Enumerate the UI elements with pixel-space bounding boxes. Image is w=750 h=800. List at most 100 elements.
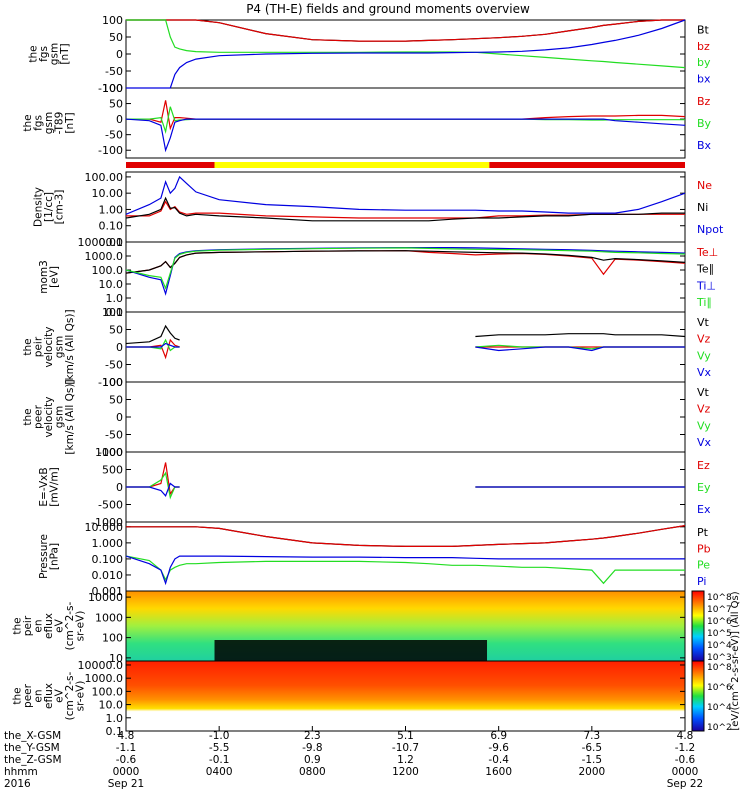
ytick-label-density: 100.00 <box>85 171 124 184</box>
ylabel-fgs-dgsm: fgs <box>33 115 45 131</box>
series-fgs-dgsm-Bx <box>125 118 686 153</box>
ylabel-peer-spec: eflux <box>43 683 55 709</box>
ylabel-fgs-gsm: gsm <box>48 43 60 65</box>
ytick-label-peer-spec: 1.0 <box>106 712 124 725</box>
legend-pressure: Pi <box>697 575 706 588</box>
colorbar-tick-label: 10^8 <box>707 663 732 673</box>
ytick-label-peer-spec: 10000.0 <box>78 659 124 672</box>
ytick-label-peir-velocity: 100 <box>102 306 123 319</box>
ylabel-density: [1/cc] <box>43 192 55 222</box>
legend-fgs-dgsm: Bz <box>697 95 711 108</box>
ylabel-peer-spec: (cm^2-s- <box>64 671 76 720</box>
series-density-Ni <box>125 196 685 222</box>
ylabel-peir-spec: the <box>12 617 24 634</box>
legend-fgs-gsm: by <box>697 56 711 69</box>
xaxis-value: 0000 <box>672 766 699 778</box>
ylabel-peir-spec: sr-eV) <box>75 611 87 642</box>
mode-bar-segment <box>214 162 490 168</box>
ylabel-peir-spec: eflux <box>43 613 55 639</box>
ytick-label-efield: 0 <box>116 481 123 494</box>
ylabel-peer-velocity: the <box>22 408 34 425</box>
ytick-label-fgs-dgsm: 50 <box>109 98 123 111</box>
legend-temperature: Te∥ <box>696 263 714 276</box>
ylabel-peir-spec: en <box>33 619 45 632</box>
ytick-label-fgs-dgsm: 100 <box>102 82 123 95</box>
xaxis-value: -0.6 <box>116 754 137 766</box>
ytick-label-efield: 1000 <box>95 446 123 459</box>
ytick-label-pressure: 1.000 <box>92 537 124 550</box>
xaxis-row-label: the_X-GSM <box>4 730 61 742</box>
series-pressure-Pb <box>126 525 686 547</box>
series-density-Npot <box>125 175 686 215</box>
series-temperature-Ti∥ <box>125 247 686 290</box>
legend-temperature: Ti∥ <box>696 296 712 309</box>
ytick-label-temperature: 10000.0 <box>78 236 124 249</box>
series-efield-Ex <box>126 482 685 497</box>
xaxis-value: Sep 21 <box>108 778 145 790</box>
colorbar-tick-label: 10^5 <box>707 629 732 639</box>
legend-fgs-dgsm: Bx <box>697 139 712 152</box>
colorbar-tick-label: 10^8 <box>707 593 732 603</box>
xaxis-value: 7.3 <box>583 730 600 742</box>
legend-peir-velocity: Vz <box>697 333 711 346</box>
panel-frame-fgs-dgsm <box>125 87 686 159</box>
legend-peer-velocity: Vy <box>697 419 711 432</box>
legend-fgs-gsm: bz <box>697 40 710 53</box>
ytick-label-fgs-dgsm: -50 <box>105 129 123 142</box>
legend-fgs-gsm: Bt <box>697 24 710 37</box>
xaxis-row-label: the_Z-GSM <box>4 754 62 766</box>
legend-pressure: Pb <box>697 542 711 555</box>
ytick-label-fgs-gsm: -50 <box>105 65 123 78</box>
ytick-label-temperature: 10.0 <box>99 278 124 291</box>
ytick-label-fgs-dgsm: -100 <box>98 144 123 157</box>
panel-frame-fgs-gsm <box>125 19 686 89</box>
series-fgs-gsm-Bt <box>126 19 685 42</box>
ytick-label-peir-velocity: 0 <box>116 341 123 354</box>
xaxis-value: -1.2 <box>675 742 696 754</box>
ylabel-fgs-gsm: the <box>27 45 39 62</box>
colorbar-tick-label: 10^3 <box>707 653 732 663</box>
ytick-label-peer-velocity: 50 <box>109 394 123 407</box>
ylabel-peir-velocity: peir <box>33 336 45 357</box>
ylabel-pressure: Pressure <box>38 534 50 579</box>
legend-efield: Ex <box>697 503 711 516</box>
ylabel-density: Density <box>33 187 45 227</box>
ytick-label-temperature: 1.0 <box>106 292 124 305</box>
legend-peer-velocity: Vz <box>697 403 711 416</box>
ytick-label-peer-spec: 1000.0 <box>85 672 124 685</box>
ylabel-fgs-dgsm: the <box>22 114 34 131</box>
ylabel-peir-spec: peir <box>22 615 34 636</box>
xaxis-value: 6.9 <box>490 730 507 742</box>
ylabel-temperature: [eV] <box>48 266 60 288</box>
series-efield-Ez <box>126 462 685 496</box>
ylabel-peer-velocity: gsm <box>54 406 66 428</box>
xaxis-value: -6.5 <box>582 742 603 754</box>
series-pressure-Pt <box>126 525 686 547</box>
ytick-label-efield: -1000 <box>91 516 123 529</box>
ytick-label-temperature: 1000.0 <box>85 250 124 263</box>
series-peir-velocity-Vt <box>125 324 686 345</box>
ylabel-peer-spec: the <box>12 687 24 704</box>
legend-temperature: Te⊥ <box>696 246 718 259</box>
ylabel-efield: [mV/m] <box>48 467 60 506</box>
ytick-label-density: 10.00 <box>92 187 124 200</box>
ytick-label-density: 1.00 <box>99 203 124 216</box>
xaxis-value: -10.7 <box>392 742 419 754</box>
ytick-label-fgs-gsm: 100 <box>102 14 123 27</box>
xaxis-value: 0400 <box>206 766 233 778</box>
ylabel-peir-velocity: velocity <box>43 326 55 367</box>
xaxis-value: -1.0 <box>209 730 230 742</box>
ylabel-peir-spec: eV <box>54 618 66 632</box>
series-efield-Ey <box>126 471 685 500</box>
colorbar-tick-label: 10^2 <box>707 723 732 733</box>
legend-peer-velocity: Vx <box>697 436 712 449</box>
series-pressure-Pi <box>125 555 685 586</box>
colorbar-label: [eV/(cm^2-s-sr-eV)] (All Qs) <box>730 591 741 730</box>
xaxis-value: -9.6 <box>488 742 509 754</box>
ytick-label-pressure: 0.001 <box>92 585 124 598</box>
ytick-label-density: 0.01 <box>99 236 124 249</box>
ylabel-peir-velocity: the <box>22 338 34 355</box>
ytick-label-peer-spec: 0.1 <box>106 725 124 738</box>
series-fgs-dgsm-Bz <box>126 100 686 131</box>
